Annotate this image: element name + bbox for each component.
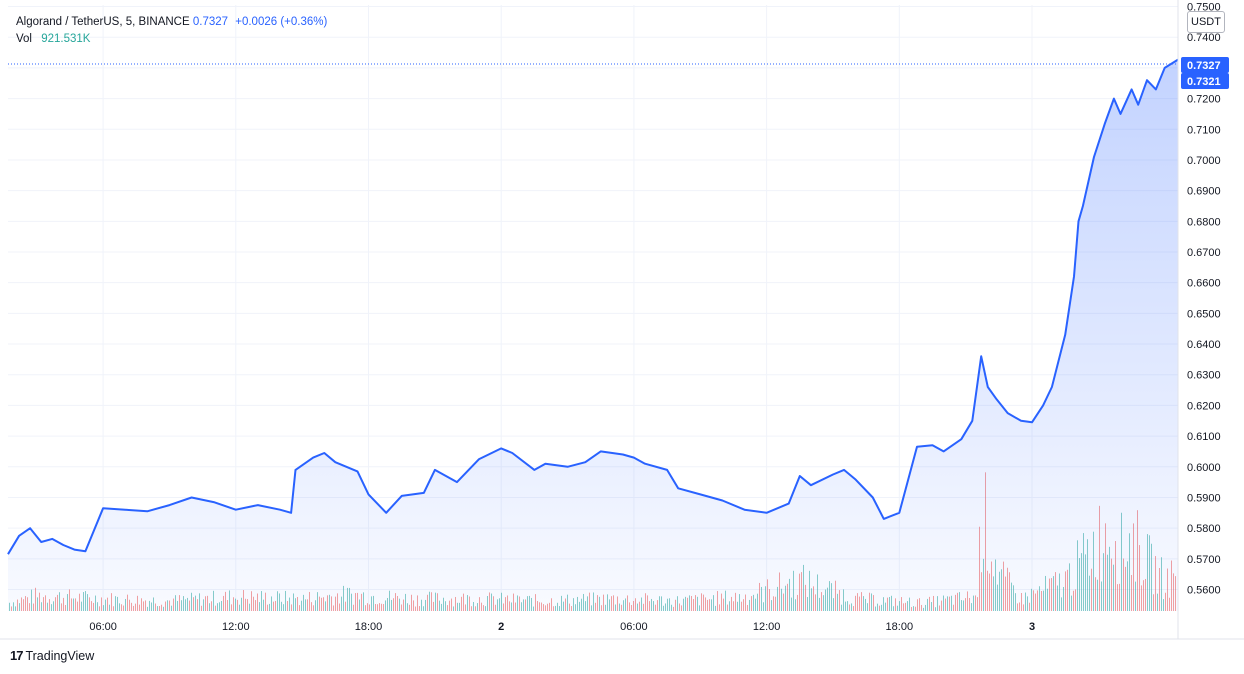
chart-legend: Algorand / TetherUS, 5, BINANCE 0.7327 +…: [16, 14, 327, 48]
y-tick-label: 0.6100: [1187, 431, 1221, 443]
y-tick-label: 0.6900: [1187, 186, 1221, 198]
price-area-fill: [8, 59, 1178, 612]
y-tick-label: 0.7100: [1187, 124, 1221, 136]
y-tick-label: 0.5900: [1187, 492, 1221, 504]
y-tick-label: 0.6500: [1187, 308, 1221, 320]
y-tick-label: 0.7400: [1187, 32, 1221, 44]
price-tag-layer: 0.7327 0.7321: [1181, 57, 1229, 89]
x-tick-label: 3: [1029, 621, 1035, 633]
brand-name: TradingView: [25, 648, 95, 663]
axis-layer: 0.75000.74000.73000.72000.71000.70000.69…: [0, 0, 1244, 640]
x-tick-label: 12:00: [222, 621, 250, 633]
symbol-title[interactable]: Algorand / TetherUS, 5, BINANCE: [16, 16, 190, 28]
volume-value: 921.531K: [41, 33, 91, 45]
x-tick-label: 2: [498, 621, 504, 633]
tradingview-brand[interactable]: 17 TradingView: [10, 648, 94, 663]
y-tick-label: 0.7200: [1187, 94, 1221, 106]
y-tick-label: 0.6200: [1187, 400, 1221, 412]
y-tick-label: 0.5600: [1187, 585, 1221, 597]
y-tick-label: 0.7500: [1187, 2, 1221, 14]
last-price: 0.7327: [192, 16, 229, 28]
tradingview-logo-icon: 17: [10, 648, 24, 663]
y-tick-label: 0.5800: [1187, 523, 1221, 535]
y-tick-label: 0.6300: [1187, 370, 1221, 382]
x-tick-label: 12:00: [753, 621, 781, 633]
x-tick-label: 18:00: [355, 621, 383, 633]
x-tick-label: 06:00: [89, 621, 117, 633]
price-line: [7, 58, 1179, 555]
y-tick-label: 0.6600: [1187, 278, 1221, 290]
volume-label: Vol: [16, 33, 32, 45]
currency-unit-button[interactable]: USDT: [1187, 11, 1225, 33]
price-tag-bg: [1181, 57, 1229, 73]
y-tick-label: 0.6000: [1187, 462, 1221, 474]
price-change: +0.0026 (+0.36%): [235, 16, 328, 28]
y-tick-label: 0.5700: [1187, 554, 1221, 566]
price-tag-bg: [1181, 73, 1229, 89]
y-tick-label: 0.6700: [1187, 247, 1221, 259]
x-tick-label: 06:00: [620, 621, 648, 633]
y-tick-label: 0.6400: [1187, 339, 1221, 351]
price-tag-label: 0.7321: [1187, 76, 1221, 88]
x-tick-label: 18:00: [886, 621, 914, 633]
price-tag-label: 0.7327: [1187, 60, 1221, 72]
area-layer: [7, 58, 1179, 612]
y-tick-label: 0.7000: [1187, 155, 1221, 167]
y-tick-label: 0.6800: [1187, 216, 1221, 228]
